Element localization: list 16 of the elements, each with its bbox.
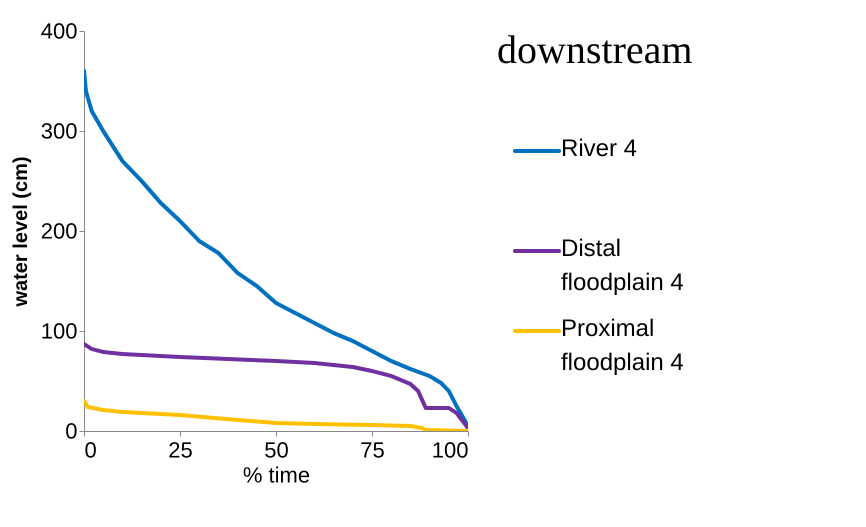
- y-tick-label: 400: [40, 18, 78, 44]
- x-tick-label: 0: [84, 438, 97, 462]
- y-tick-label: 200: [40, 218, 78, 244]
- legend-label: Distal floodplain 4: [561, 235, 684, 296]
- legend-label: Proximal floodplain 4: [561, 315, 684, 376]
- x-axis-title: % time: [242, 462, 310, 488]
- y-axis-title: water level (cm): [10, 156, 32, 308]
- x-tick-label: 75: [360, 438, 385, 462]
- x-tick-label: 25: [168, 438, 193, 462]
- y-tick-label: 300: [40, 118, 78, 144]
- legend-label: River 4: [561, 135, 638, 162]
- y-tick-label: 0: [65, 418, 78, 444]
- y-tick-label: 100: [40, 318, 78, 344]
- text: downstream: [497, 27, 693, 72]
- x-tick-label: 100: [432, 438, 468, 462]
- x-tick-label: 50: [264, 438, 289, 462]
